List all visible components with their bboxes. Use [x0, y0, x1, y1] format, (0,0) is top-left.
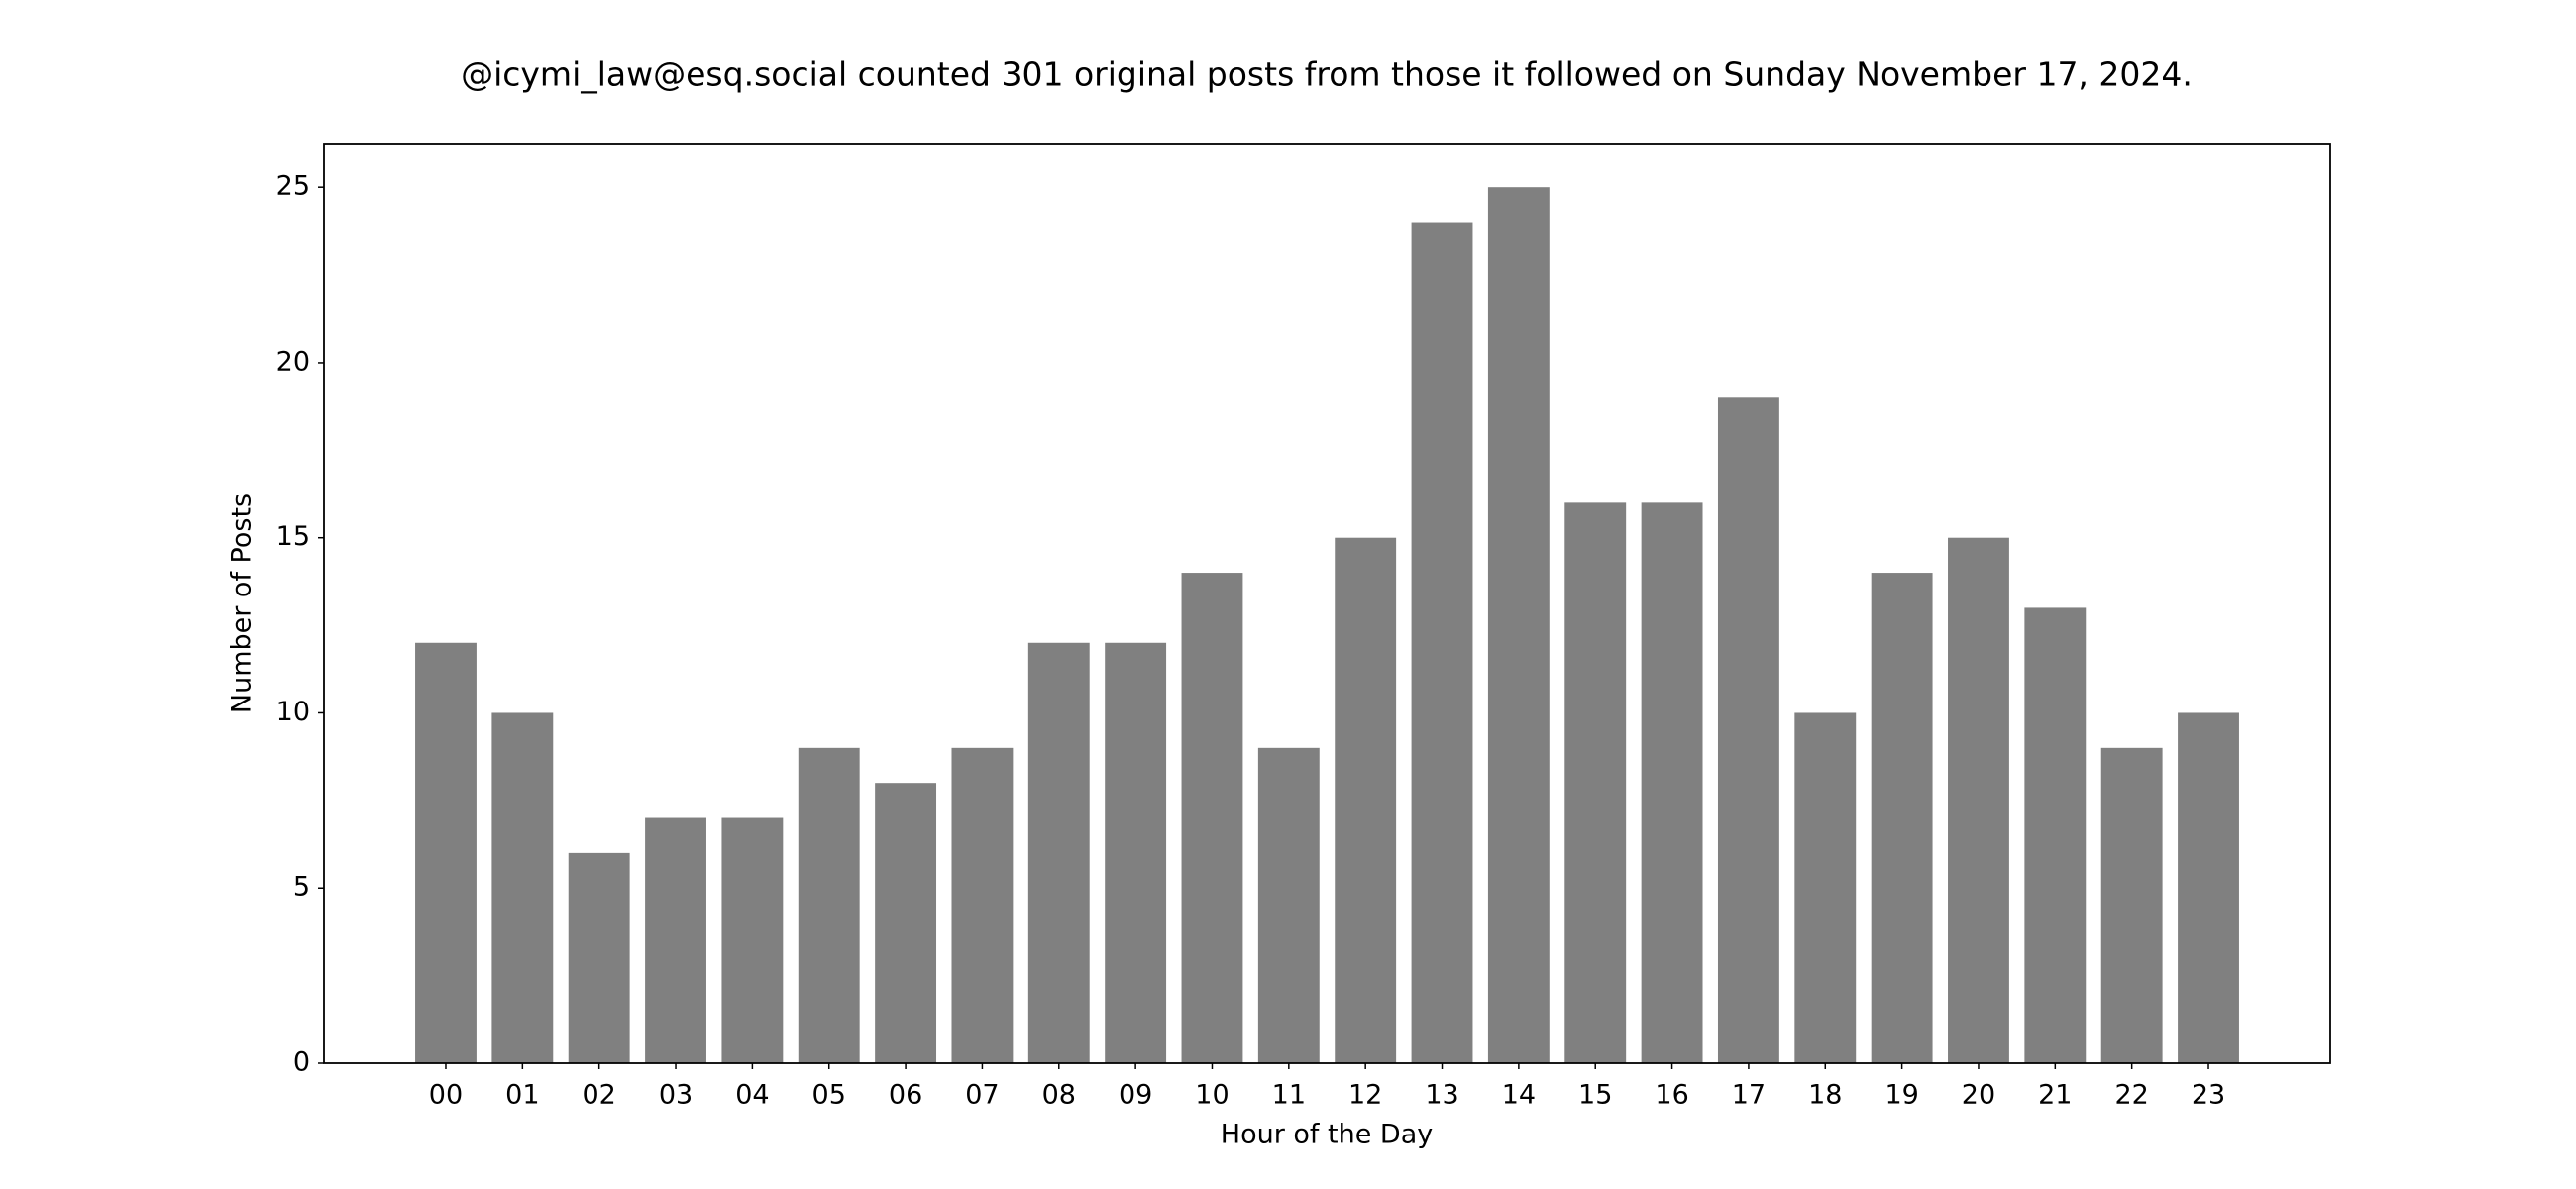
- x-tick-label: 20: [1962, 1080, 1995, 1111]
- bar: [568, 852, 630, 1063]
- x-tick-label: 16: [1655, 1080, 1688, 1111]
- plot-frame: [323, 143, 2331, 1064]
- bar: [1487, 187, 1550, 1063]
- y-tick-label: 5: [293, 872, 310, 903]
- bar: [2024, 607, 2087, 1063]
- x-tick-label: 19: [1884, 1080, 1918, 1111]
- bar: [2100, 747, 2163, 1063]
- x-tick-label: 21: [2038, 1080, 2072, 1111]
- x-tick-label: 12: [1348, 1080, 1382, 1111]
- x-tick-label: 00: [429, 1080, 463, 1111]
- x-tick-label: 10: [1195, 1080, 1229, 1111]
- bar: [2178, 712, 2239, 1063]
- x-tick-label: 09: [1119, 1080, 1152, 1111]
- x-tick-label: 11: [1272, 1080, 1306, 1111]
- bar: [1105, 642, 1167, 1063]
- bar: [1181, 573, 1243, 1063]
- bar: [1871, 573, 1933, 1063]
- y-tick-label: 20: [276, 346, 310, 377]
- x-tick-label: 02: [583, 1080, 616, 1111]
- bar: [875, 783, 937, 1063]
- bar: [1257, 747, 1320, 1063]
- bar: [798, 747, 860, 1063]
- x-tick-label: 18: [1808, 1080, 1842, 1111]
- x-tick-label: 13: [1425, 1080, 1458, 1111]
- x-axis-label: Hour of the Day: [1221, 1120, 1433, 1150]
- chart-title: @icymi_law@esq.social counted 301 origin…: [461, 55, 2193, 94]
- bar: [721, 817, 784, 1063]
- bar: [1027, 642, 1090, 1063]
- x-tick-label: 15: [1578, 1080, 1612, 1111]
- x-tick-label: 04: [735, 1080, 769, 1111]
- bar: [1335, 537, 1397, 1063]
- y-axis-label: Number of Posts: [227, 493, 258, 713]
- bar: [415, 642, 477, 1063]
- bar: [491, 712, 554, 1063]
- x-tick-label: 05: [812, 1080, 846, 1111]
- y-tick-label: 0: [293, 1047, 310, 1078]
- x-tick-label: 03: [659, 1080, 693, 1111]
- bar: [1717, 397, 1779, 1063]
- x-tick-label: 01: [505, 1080, 539, 1111]
- bar: [1794, 712, 1857, 1063]
- y-tick-label: 15: [276, 521, 310, 552]
- y-tick-label: 25: [276, 171, 310, 202]
- x-tick-label: 07: [965, 1080, 999, 1111]
- x-tick-label: 14: [1502, 1080, 1536, 1111]
- bar: [1564, 502, 1627, 1063]
- x-tick-label: 22: [2114, 1080, 2148, 1111]
- x-tick-label: 17: [1732, 1080, 1766, 1111]
- bar: [951, 747, 1014, 1063]
- y-tick-label: 10: [276, 697, 310, 727]
- x-tick-label: 23: [2192, 1080, 2225, 1111]
- bar: [1641, 502, 1703, 1063]
- x-tick-label: 06: [889, 1080, 922, 1111]
- bar: [1411, 222, 1473, 1064]
- bar: [1948, 537, 2009, 1063]
- x-tick-label: 08: [1042, 1080, 1076, 1111]
- bar: [645, 817, 706, 1063]
